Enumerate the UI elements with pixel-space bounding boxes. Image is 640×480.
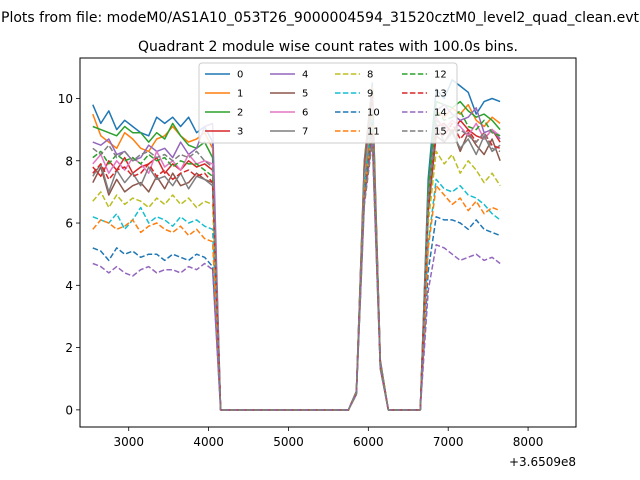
x-tick-label: 3000 bbox=[113, 435, 144, 449]
series-line-11 bbox=[92, 125, 501, 411]
legend-label-4: 4 bbox=[302, 70, 308, 81]
legend-label-0: 0 bbox=[237, 70, 243, 81]
legend-label-7: 7 bbox=[302, 127, 308, 138]
legend-label-12: 12 bbox=[434, 70, 447, 81]
series-line-14 bbox=[92, 136, 501, 411]
y-tick-label: 4 bbox=[65, 279, 73, 293]
y-tick-label: 0 bbox=[65, 403, 73, 417]
y-axis: 0 2 4 6 8 10 bbox=[58, 92, 80, 417]
legend-label-8: 8 bbox=[367, 70, 373, 81]
y-tick-label: 2 bbox=[65, 341, 73, 355]
legend-label-9: 9 bbox=[367, 89, 373, 100]
x-tick-label: 4000 bbox=[193, 435, 224, 449]
legend-label-11: 11 bbox=[367, 127, 380, 138]
series-line-7 bbox=[92, 109, 501, 411]
legend-label-1: 1 bbox=[237, 89, 243, 100]
legend-label-14: 14 bbox=[434, 108, 447, 119]
plot-area-frame bbox=[79, 57, 577, 428]
series-line-6 bbox=[92, 105, 501, 411]
series-line-13 bbox=[92, 122, 501, 411]
x-axis: 3000 4000 5000 6000 7000 8000 bbox=[113, 427, 543, 449]
series-line-15 bbox=[92, 119, 501, 411]
x-tick-label: 8000 bbox=[513, 435, 544, 449]
y-tick-label: 8 bbox=[65, 154, 73, 168]
series-line-9 bbox=[92, 117, 501, 411]
legend-box bbox=[198, 62, 458, 144]
series-line-10 bbox=[92, 121, 501, 411]
legend-label-3: 3 bbox=[237, 127, 243, 138]
legend-label-6: 6 bbox=[302, 108, 308, 119]
series-line-8 bbox=[92, 113, 501, 411]
x-tick-label: 6000 bbox=[353, 435, 384, 449]
legend-label-13: 13 bbox=[434, 89, 447, 100]
y-tick-label: 6 bbox=[65, 217, 73, 231]
legend-label-5: 5 bbox=[302, 89, 308, 100]
y-tick-label: 10 bbox=[58, 92, 73, 106]
x-tick-label: 7000 bbox=[433, 435, 464, 449]
legend-label-2: 2 bbox=[237, 108, 243, 119]
chart-title: Quadrant 2 module wise count rates with … bbox=[138, 39, 518, 55]
legend-label-10: 10 bbox=[367, 108, 380, 119]
series-lines bbox=[92, 79, 501, 411]
x-offset-label: +3.6509e8 bbox=[509, 455, 576, 469]
chart-suptitle: Plots from file: modeM0/AS1A10_053T26_90… bbox=[1, 10, 639, 26]
legend-label-15: 15 bbox=[434, 127, 447, 138]
x-tick-label: 5000 bbox=[273, 435, 304, 449]
series-line-4 bbox=[92, 97, 501, 411]
